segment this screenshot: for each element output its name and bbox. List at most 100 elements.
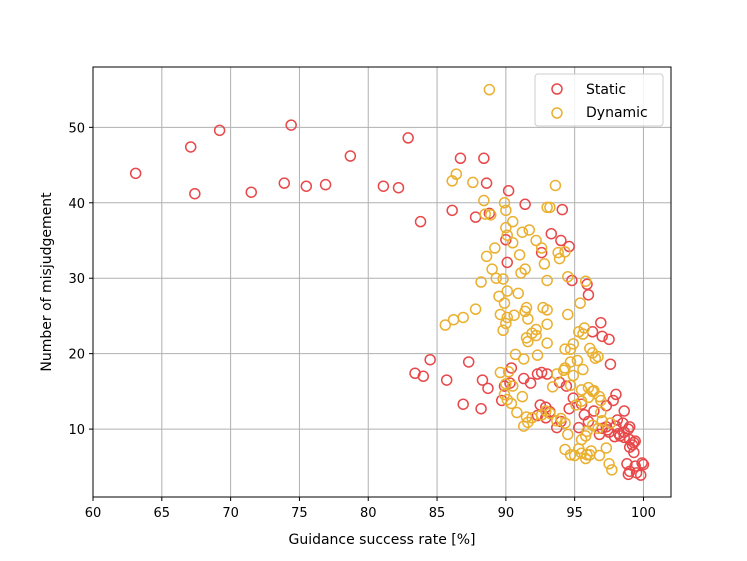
data-point-static (402, 132, 414, 144)
data-point-dynamic (551, 368, 563, 380)
data-point-static (555, 234, 567, 247)
data-point-static (603, 333, 615, 346)
data-point-dynamic (489, 242, 501, 254)
data-point-dynamic (508, 309, 520, 321)
data-point-static (622, 468, 635, 481)
data-point-dynamic (505, 397, 518, 410)
data-point-dynamic (552, 246, 564, 259)
y-tick-label: 50 (68, 121, 85, 136)
data-point-dynamic (509, 348, 522, 361)
data-point-static (560, 380, 573, 392)
data-point-dynamic (577, 363, 589, 376)
y-tick-label: 20 (68, 348, 85, 363)
data-point-static (563, 402, 575, 415)
data-point-static (184, 141, 197, 153)
data-point-dynamic (517, 420, 530, 432)
data-point-dynamic (559, 246, 571, 258)
data-point-dynamic (516, 390, 529, 403)
data-point-static (454, 152, 467, 165)
data-point-dynamic (500, 204, 512, 217)
data-point-dynamic (506, 237, 519, 249)
data-point-static (628, 446, 640, 459)
x-tick-label: 95 (566, 506, 583, 521)
data-point-dynamic (567, 369, 580, 382)
data-point-dynamic (531, 349, 544, 361)
legend-label-static: Static (586, 82, 626, 98)
data-point-dynamic (567, 338, 580, 350)
data-point-static (344, 150, 357, 162)
data-point-static (501, 256, 513, 269)
data-point-dynamic (574, 297, 586, 309)
data-point-static (189, 187, 201, 200)
data-point-static (595, 316, 607, 329)
data-point-dynamic (562, 270, 574, 283)
data-point-static (129, 167, 142, 180)
data-point-dynamic (577, 328, 589, 340)
plot-frame (92, 66, 672, 498)
data-point-static (500, 234, 512, 246)
data-point-dynamic (516, 226, 529, 238)
data-point-static (610, 388, 622, 401)
data-point-static (623, 421, 636, 433)
data-point-dynamic (511, 406, 523, 419)
x-tick-label: 70 (222, 506, 239, 521)
data-point-dynamic (506, 215, 519, 228)
legend-label-dynamic: Dynamic (586, 105, 648, 121)
data-point-dynamic (564, 449, 577, 461)
data-point-dynamic (480, 250, 493, 263)
data-point-dynamic (506, 380, 519, 392)
data-point-dynamic (469, 303, 482, 315)
data-point-dynamic (513, 249, 526, 261)
series-dynamic (439, 83, 618, 476)
legend-marker-static (551, 83, 563, 95)
data-point-static (596, 330, 608, 343)
data-point-static (535, 246, 548, 259)
data-point-dynamic (447, 313, 460, 326)
data-point-dynamic (562, 428, 574, 441)
data-point-static (556, 203, 569, 216)
data-point-static (476, 374, 489, 386)
data-point-dynamic (557, 364, 570, 377)
data-point-dynamic (494, 366, 507, 379)
data-point-static (417, 370, 430, 383)
data-point-dynamic (541, 318, 553, 330)
data-point-dynamic (520, 301, 533, 314)
data-point-static (519, 198, 531, 211)
x-tick-label: 80 (360, 506, 377, 521)
data-point-dynamic (500, 221, 512, 234)
data-point-dynamic (439, 319, 452, 331)
x-axis-label: Guidance success rate [%] (288, 532, 475, 548)
data-point-dynamic (512, 287, 524, 300)
x-tick-label: 75 (291, 506, 308, 521)
data-point-dynamic (546, 381, 559, 393)
data-point-static (414, 215, 427, 228)
data-point-dynamic (530, 234, 542, 247)
data-point-dynamic (501, 311, 513, 324)
data-point-dynamic (579, 275, 592, 287)
y-tick-label: 10 (68, 423, 85, 438)
data-point-static (285, 119, 297, 131)
data-point-dynamic (494, 308, 507, 321)
data-point-dynamic (595, 394, 607, 407)
data-point-dynamic (502, 366, 515, 378)
data-point-static (475, 402, 487, 415)
data-point-static (582, 289, 595, 301)
data-point-dynamic (501, 229, 513, 241)
data-point-static (446, 204, 458, 217)
y-tick-label: 40 (68, 197, 85, 212)
data-point-static (588, 405, 600, 417)
data-point-static (502, 184, 515, 197)
data-point-dynamic (578, 322, 591, 334)
data-point-static (300, 180, 313, 192)
legend: Static Dynamic (534, 73, 664, 127)
data-points (129, 83, 650, 481)
x-tick-label: 65 (154, 506, 171, 521)
data-point-dynamic (479, 208, 491, 220)
x-tick-label: 60 (85, 506, 102, 521)
data-point-dynamic (575, 433, 588, 446)
data-point-static (440, 374, 453, 386)
data-point-dynamic (486, 263, 498, 275)
data-point-dynamic (541, 274, 553, 287)
data-point-dynamic (579, 452, 592, 465)
data-point-static (604, 358, 617, 370)
